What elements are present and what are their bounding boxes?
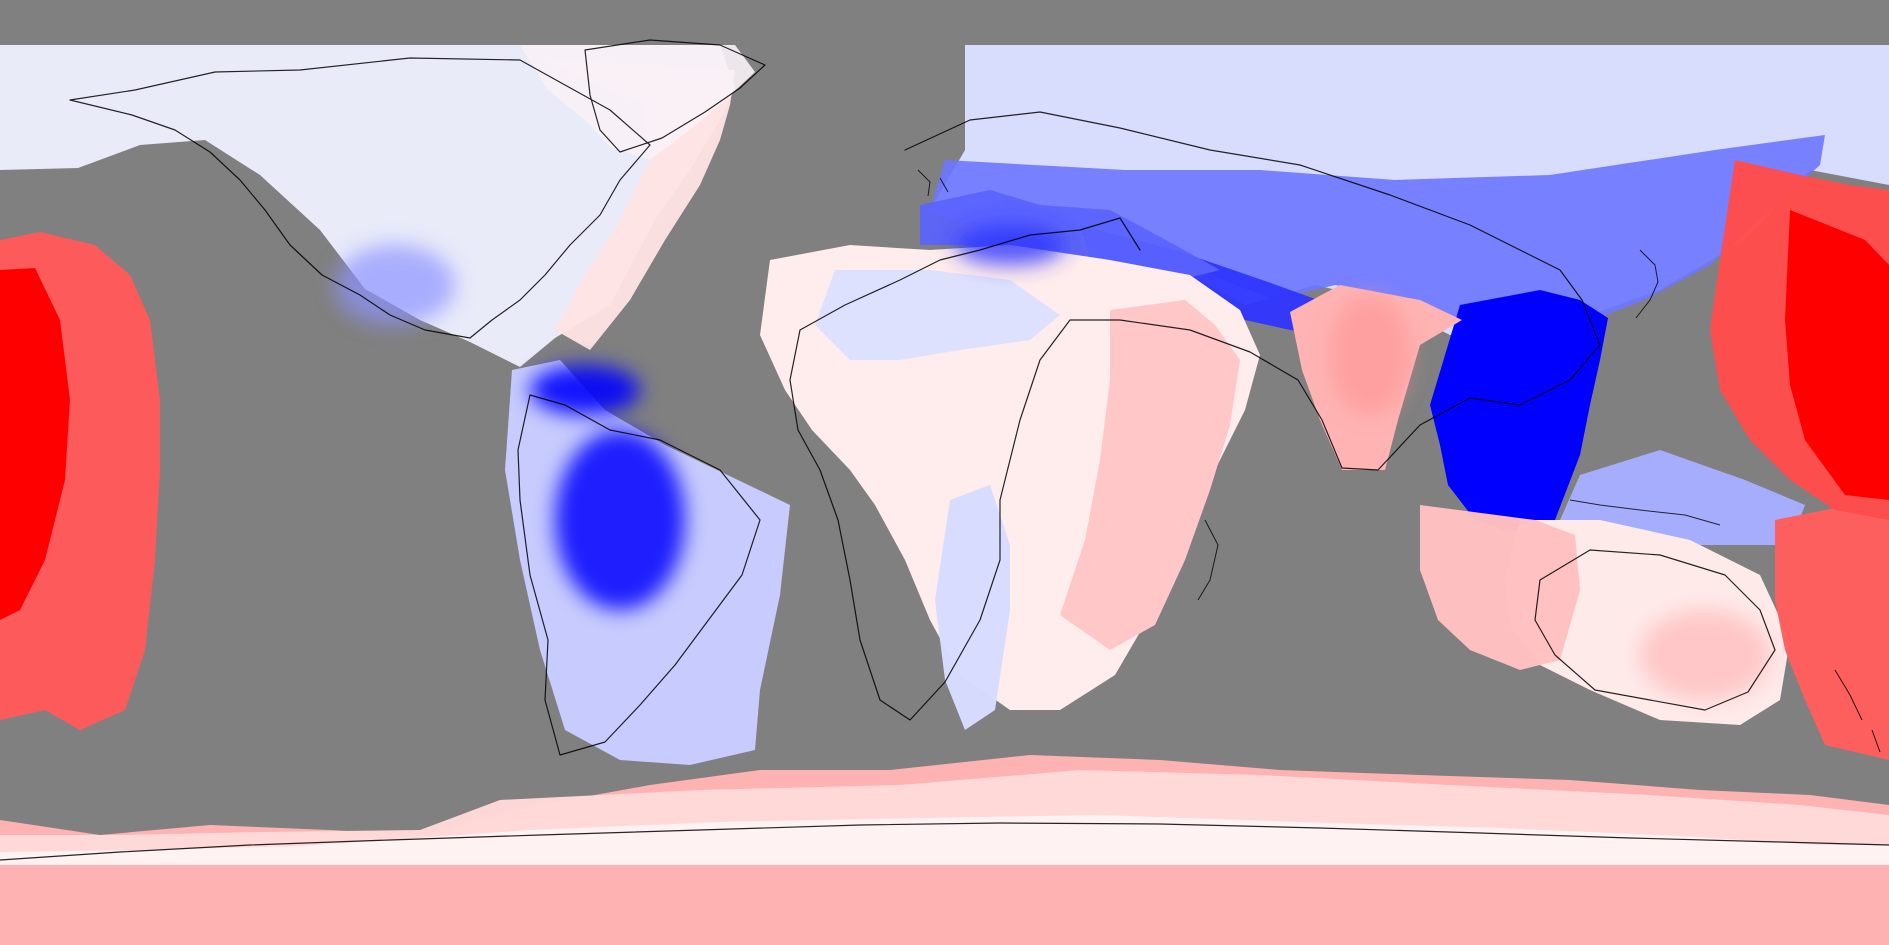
new-zealand-coastline [1834,669,1881,753]
south-america-coastline [517,394,761,756]
east-asia-strong-blue-field [1430,290,1608,532]
europe-blue-field [920,190,1220,285]
pacific-red-fields [0,160,1889,730]
antarctic-field [0,755,1889,945]
north-america-blue-cell [335,245,455,325]
caribbean-blue-cell [530,365,640,415]
japan-coastline [1635,249,1659,319]
mediterranean-blue-cell [955,225,1065,265]
europe-africa-coastline [789,111,1601,721]
north-atlantic-pale-red-field [545,60,735,350]
coastlines [0,39,1889,861]
maritime-southeast-asia-blue-field [1560,450,1805,545]
southwest-pacific-red-field [1775,505,1889,760]
antarctic-coastal-white-band [0,815,1889,865]
east-pacific-strong-red-core [0,268,70,620]
greenland-coastline [584,39,766,153]
eurasia-mid-blue-band [930,135,1825,340]
andes-blue-cell [555,430,685,610]
south-atlantic-blue-field [935,485,1010,730]
australia-red-cell [1640,610,1770,700]
india-red-cell [1330,295,1410,415]
antarctica-coastline [0,822,1889,861]
africa-field [760,245,1260,730]
british-isles-coastline [917,169,949,197]
north-america-pale-field [0,45,735,367]
australia-coastline [1534,549,1776,711]
west-africa-pale-blue-field [815,270,1060,360]
greenland-pale-field [520,45,755,160]
indonesia-coastline [1569,499,1721,526]
west-pacific-strong-red-core [1785,210,1889,500]
coastline-islands [917,169,1881,753]
east-africa-red-field [1060,300,1240,650]
madagascar-coastline [1197,519,1219,601]
north-america-coastline [69,57,651,339]
